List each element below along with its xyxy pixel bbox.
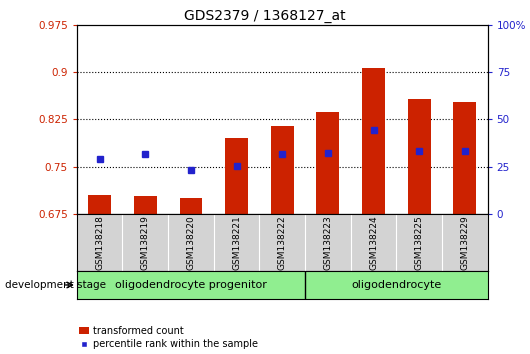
Text: GSM138225: GSM138225 [414,215,423,270]
Text: oligodendrocyte: oligodendrocyte [351,280,441,290]
Bar [225,138,248,214]
Text: GDS2379 / 1368127_at: GDS2379 / 1368127_at [184,9,346,23]
Text: GSM138220: GSM138220 [187,215,196,270]
Text: GSM138222: GSM138222 [278,215,287,270]
Text: GSM138229: GSM138229 [460,215,469,270]
Text: development stage: development stage [5,280,107,290]
Bar [89,195,111,214]
Bar [362,68,385,214]
Bar [180,198,202,214]
Legend: transformed count, percentile rank within the sample: transformed count, percentile rank withi… [79,326,258,349]
Bar [408,99,430,214]
Text: oligodendrocyte progenitor: oligodendrocyte progenitor [115,280,267,290]
Bar [271,126,294,214]
Text: GSM138223: GSM138223 [323,215,332,270]
Text: GSM138224: GSM138224 [369,215,378,270]
Bar [134,196,157,214]
Text: GSM138218: GSM138218 [95,215,104,270]
Text: GSM138219: GSM138219 [141,215,150,270]
Text: GSM138221: GSM138221 [232,215,241,270]
Bar [453,102,476,214]
Bar [316,112,339,214]
